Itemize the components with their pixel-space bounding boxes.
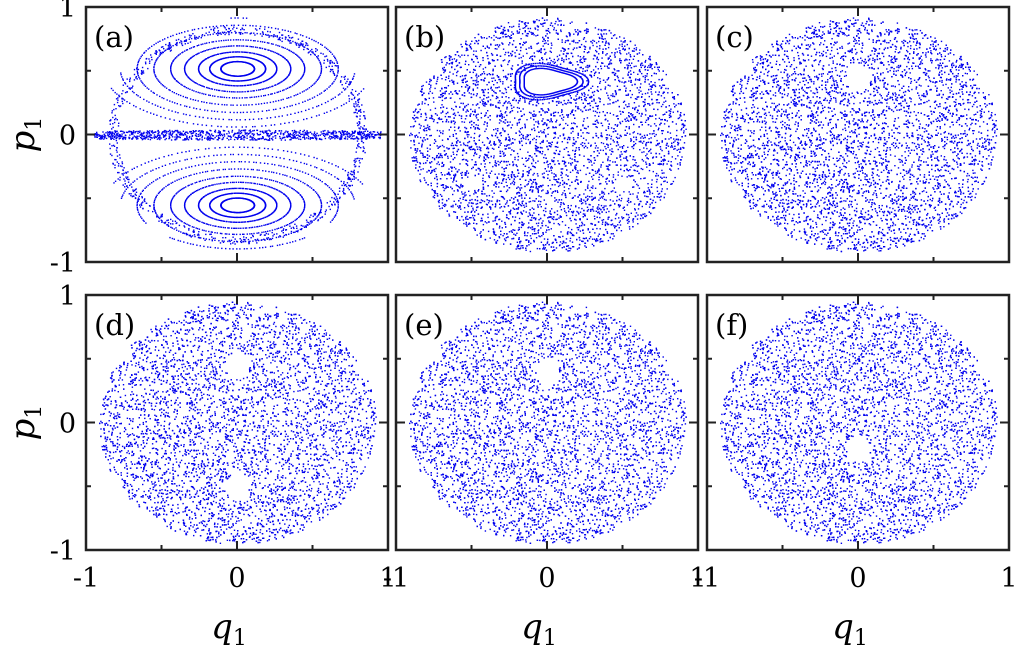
panel-b: (b) <box>394 5 700 264</box>
x-tick-label: -1 <box>383 563 409 594</box>
y-axis-label: p1 <box>3 405 47 441</box>
x-tick-label: 0 <box>849 563 866 594</box>
panel-f: (f) -1 0 1 q1 <box>694 293 1016 651</box>
scatter-points <box>720 17 998 253</box>
panel-label: (f) <box>715 308 748 342</box>
panel-label: (b) <box>404 20 445 54</box>
y-tick-label: 1 <box>59 0 76 24</box>
panel-label: (e) <box>404 308 444 342</box>
x-tick-label: 1 <box>1000 563 1016 594</box>
x-tick-label: 0 <box>538 563 555 594</box>
x-axis-label: q1 <box>832 607 868 651</box>
x-tick-label: 1 <box>379 563 396 594</box>
y-axis-label: p1 <box>3 117 47 153</box>
y-tick-label: -1 <box>50 536 76 567</box>
scatter-points <box>409 17 687 253</box>
y-tick-label: -1 <box>50 248 76 279</box>
x-tick-label: -1 <box>694 563 720 594</box>
panel-a: (a) 1 0 -1 p1 <box>3 0 390 279</box>
panel-label: (d) <box>94 308 135 342</box>
scatter-points <box>93 17 382 250</box>
x-tick-label: 0 <box>228 563 245 594</box>
panel-label: (c) <box>715 20 754 54</box>
x-axis-label: q1 <box>211 607 247 651</box>
panel-e: (e) -1 0 1 q1 <box>383 293 707 651</box>
x-tick-label: 1 <box>689 563 706 594</box>
scatter-points <box>99 301 377 544</box>
y-tick-label: 0 <box>59 409 76 440</box>
panel-c: (c) <box>705 5 1011 264</box>
scatter-points <box>409 301 687 544</box>
y-tick-label: 0 <box>59 121 76 152</box>
scatter-points <box>720 301 998 544</box>
y-tick-label: 1 <box>59 281 76 312</box>
x-axis-label: q1 <box>521 607 557 651</box>
panel-label: (a) <box>94 20 134 54</box>
x-tick-label: -1 <box>73 563 99 594</box>
panel-d: (d) 1 0 -1-1 0 1 p1 q1 <box>3 281 397 651</box>
